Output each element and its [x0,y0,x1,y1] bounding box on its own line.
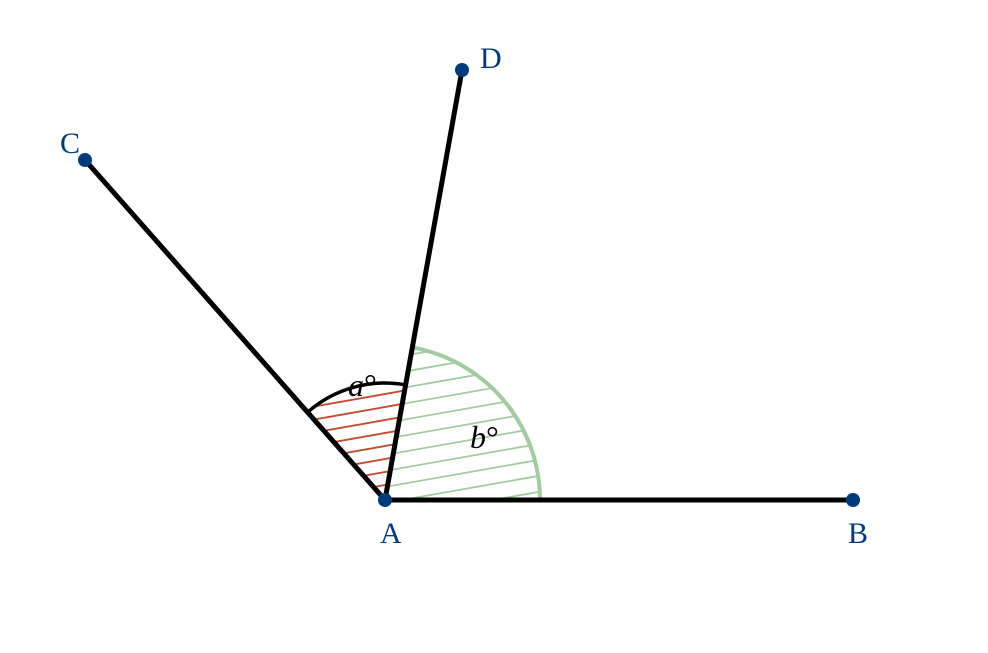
label-A: A [380,517,402,550]
point-D [455,63,469,77]
label-C: C [60,127,80,160]
label-D: D [480,42,502,75]
point-A [378,493,392,507]
angle-label-b: b° [470,419,499,455]
point-B [846,493,860,507]
label-B: B [848,517,868,550]
angle-diagram: A B C Db° a° [0,0,988,653]
point-C [78,153,92,167]
angle-label-a: a° [348,367,377,403]
